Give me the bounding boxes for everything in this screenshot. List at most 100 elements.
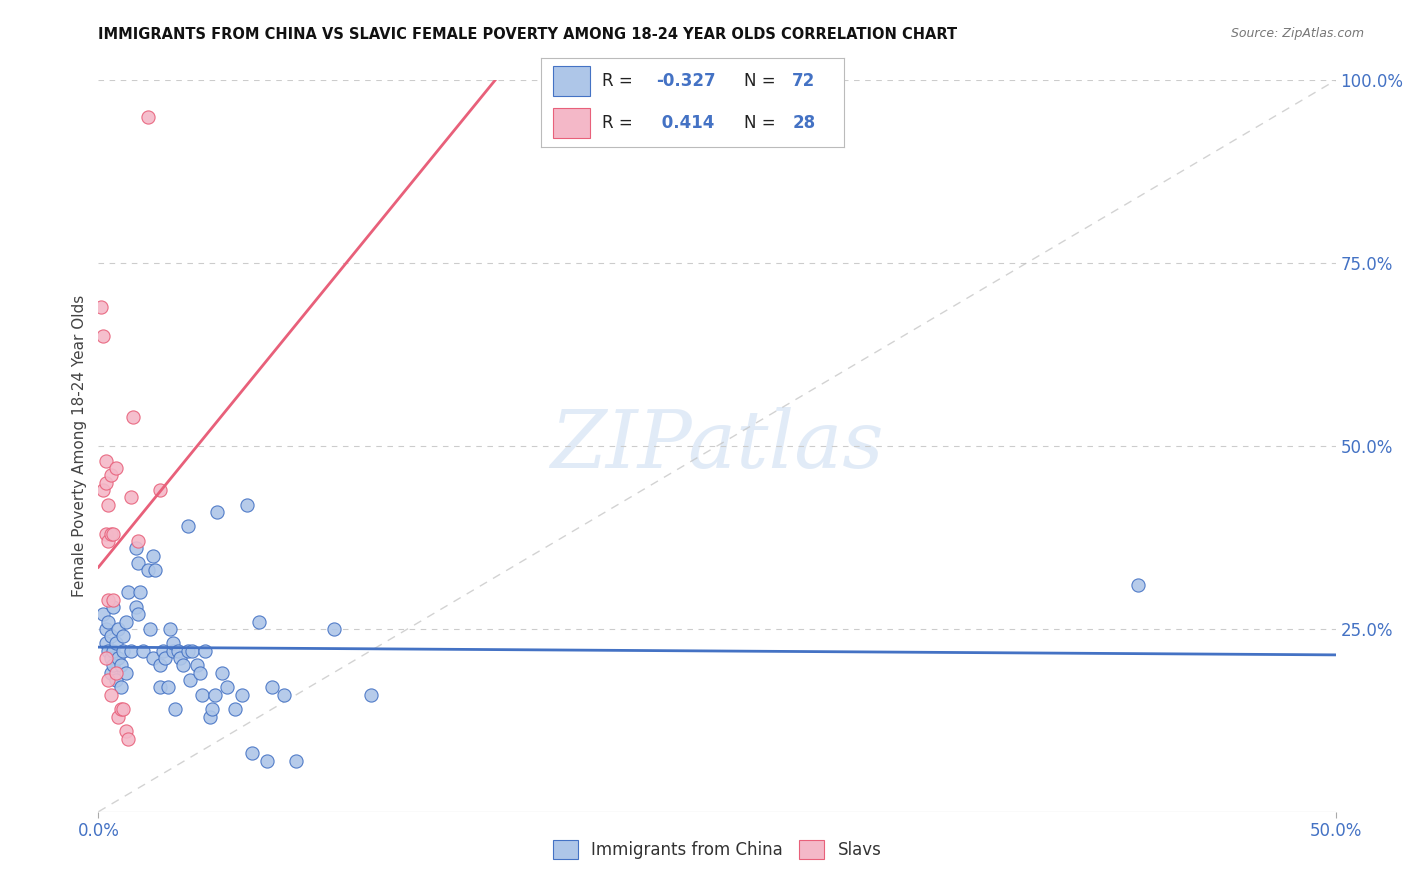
Point	[104, 665, 127, 680]
Point	[247, 615, 270, 629]
Point	[322, 622, 344, 636]
Point	[94, 475, 117, 490]
Text: 0.414: 0.414	[657, 113, 714, 132]
Point	[211, 665, 233, 680]
Text: IMMIGRANTS FROM CHINA VS SLAVIC FEMALE POVERTY AMONG 18-24 YEAR OLDS CORRELATION: IMMIGRANTS FROM CHINA VS SLAVIC FEMALE P…	[98, 27, 957, 42]
Point	[188, 665, 211, 680]
Point	[142, 549, 165, 563]
Point	[97, 615, 120, 629]
Point	[169, 651, 191, 665]
Text: R =: R =	[602, 113, 638, 132]
Point	[104, 461, 127, 475]
Point	[107, 622, 129, 636]
Point	[198, 709, 221, 723]
Point	[112, 644, 135, 658]
Legend: Immigrants from China, Slavs: Immigrants from China, Slavs	[546, 833, 889, 865]
Point	[132, 644, 155, 658]
Point	[166, 644, 188, 658]
Text: Source: ZipAtlas.com: Source: ZipAtlas.com	[1230, 27, 1364, 40]
Point	[224, 702, 246, 716]
Point	[172, 658, 194, 673]
Point	[97, 644, 120, 658]
Point	[142, 651, 165, 665]
Point	[93, 483, 115, 497]
Point	[124, 599, 146, 614]
Point	[117, 731, 139, 746]
Point	[103, 526, 125, 541]
Point	[94, 526, 117, 541]
Point	[103, 599, 125, 614]
Point	[205, 505, 228, 519]
Point	[124, 541, 146, 556]
Point	[107, 709, 129, 723]
Point	[149, 681, 172, 695]
Point	[93, 329, 115, 343]
Point	[179, 673, 201, 687]
Point	[204, 688, 226, 702]
Point	[360, 688, 382, 702]
Point	[97, 534, 120, 549]
Bar	[554, 66, 589, 96]
Point	[120, 644, 142, 658]
Point	[103, 592, 125, 607]
Point	[273, 688, 295, 702]
Point	[110, 702, 132, 716]
Text: -0.327: -0.327	[657, 71, 716, 90]
Point	[127, 534, 149, 549]
Point	[152, 644, 174, 658]
Point	[176, 519, 198, 533]
Point	[112, 702, 135, 716]
Point	[100, 651, 122, 665]
Point	[256, 754, 278, 768]
Point	[159, 622, 181, 636]
Point	[94, 622, 117, 636]
Point	[103, 644, 125, 658]
Point	[201, 702, 224, 716]
Text: 28: 28	[792, 113, 815, 132]
Point	[100, 629, 122, 643]
Point	[240, 746, 263, 760]
Text: 72: 72	[792, 71, 815, 90]
Point	[110, 658, 132, 673]
Point	[194, 644, 217, 658]
Point	[165, 702, 187, 716]
Point	[114, 615, 136, 629]
Point	[285, 754, 308, 768]
Text: N =: N =	[744, 71, 780, 90]
Point	[236, 498, 259, 512]
Point	[143, 563, 166, 577]
Point	[122, 409, 145, 424]
Point	[100, 688, 122, 702]
Point	[104, 673, 127, 687]
Point	[94, 453, 117, 467]
Point	[97, 673, 120, 687]
Point	[155, 651, 177, 665]
Point	[117, 585, 139, 599]
Text: N =: N =	[744, 113, 780, 132]
Point	[136, 563, 159, 577]
Point	[100, 665, 122, 680]
Point	[112, 629, 135, 643]
Point	[136, 110, 159, 124]
Bar	[554, 108, 589, 138]
Point	[104, 636, 127, 650]
Point	[231, 688, 253, 702]
Point	[186, 658, 208, 673]
Point	[162, 644, 184, 658]
Point	[114, 665, 136, 680]
Point	[97, 592, 120, 607]
Y-axis label: Female Poverty Among 18-24 Year Olds: Female Poverty Among 18-24 Year Olds	[72, 295, 87, 597]
Point	[107, 651, 129, 665]
Point	[1126, 578, 1149, 592]
Point	[127, 556, 149, 570]
Point	[97, 498, 120, 512]
Point	[94, 636, 117, 650]
Text: R =: R =	[602, 71, 638, 90]
Point	[103, 658, 125, 673]
Text: ZIPatlas: ZIPatlas	[550, 408, 884, 484]
Point	[156, 681, 179, 695]
Point	[114, 724, 136, 739]
Point	[127, 607, 149, 622]
Point	[110, 681, 132, 695]
Point	[90, 300, 112, 314]
